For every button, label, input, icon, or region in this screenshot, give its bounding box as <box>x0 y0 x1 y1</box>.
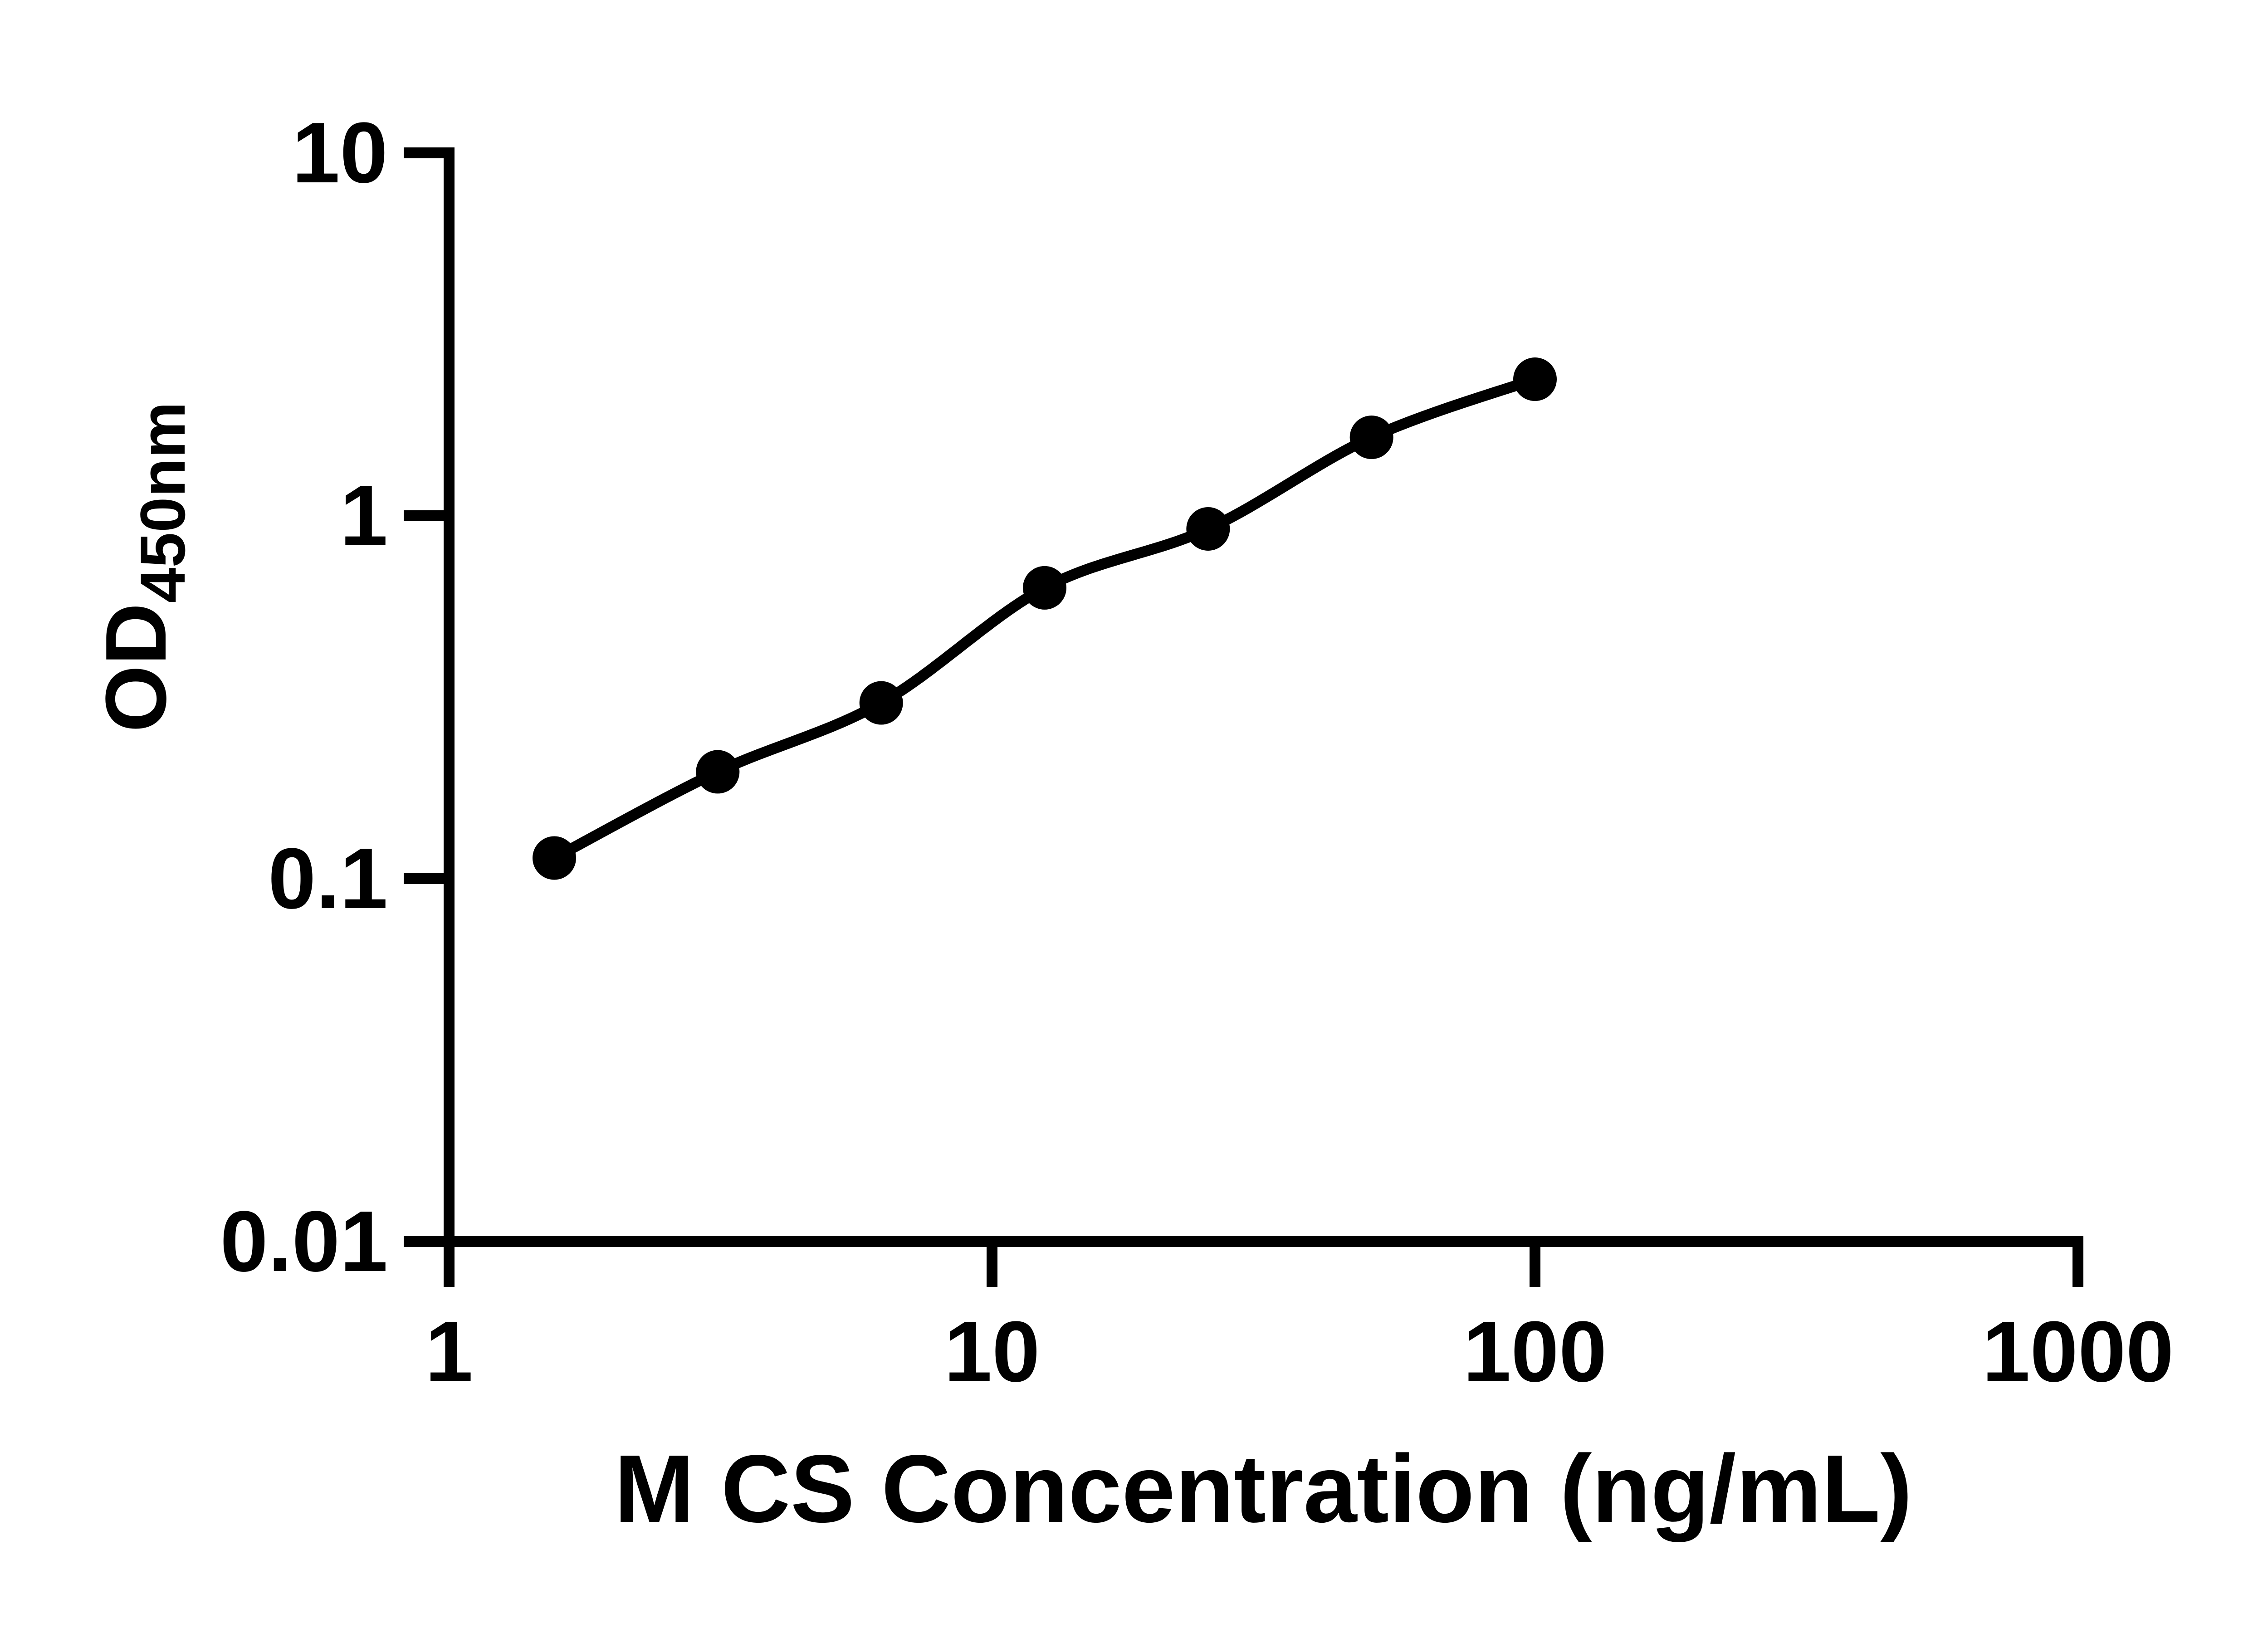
data-series <box>533 357 1557 880</box>
data-point-marker <box>1186 507 1230 551</box>
x-axis-title: M CS Concentration (ng/mL) <box>614 1435 1912 1542</box>
data-point-marker <box>533 836 577 880</box>
y-tick-label: 0.01 <box>220 1193 388 1290</box>
x-tick-label: 1000 <box>1982 1304 2174 1400</box>
x-tick-label: 10 <box>944 1304 1040 1400</box>
data-point-marker <box>859 681 903 725</box>
axes: 10 1 0.1 0.01 1 10 100 1000 <box>220 105 2174 1400</box>
y-tick-label: 10 <box>292 105 388 201</box>
y-axis-title: OD450nm <box>88 402 198 733</box>
data-point-marker <box>1023 566 1067 610</box>
y-tick-label: 0.1 <box>268 831 388 927</box>
data-point-marker <box>696 750 740 794</box>
data-point-marker <box>1349 416 1393 460</box>
y-tick-label: 1 <box>340 468 388 564</box>
y-axis-title-subscript: 450nm <box>127 402 198 603</box>
x-tick-label: 1 <box>425 1304 473 1400</box>
y-axis-title-main: OD <box>88 603 184 732</box>
data-point-marker <box>1513 357 1557 401</box>
x-tick-label: 100 <box>1463 1304 1607 1400</box>
